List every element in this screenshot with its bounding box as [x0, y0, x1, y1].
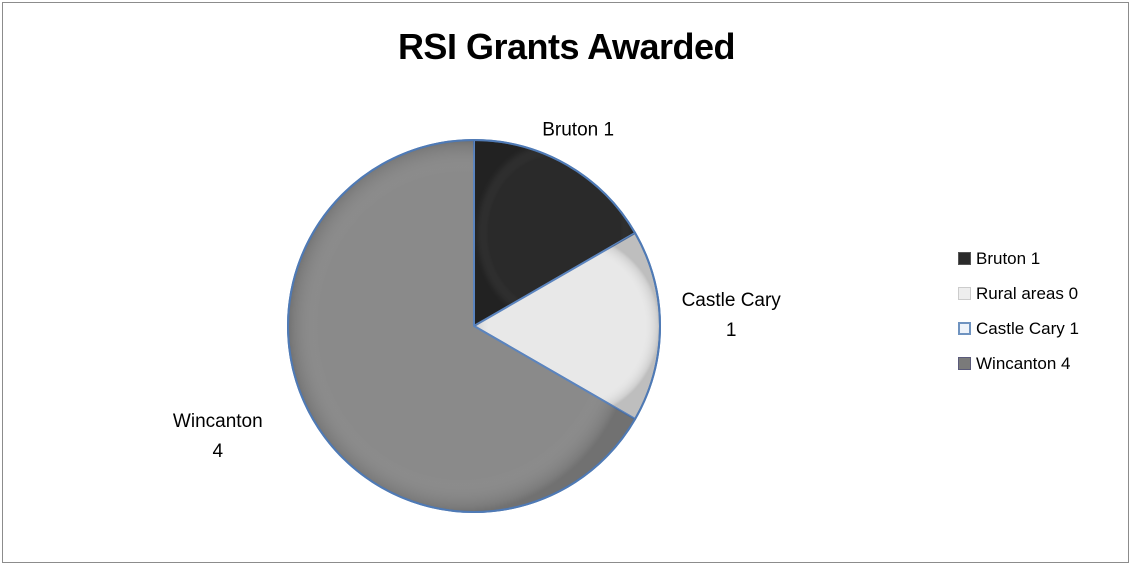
legend-item: Bruton 1 [958, 246, 1079, 271]
legend-swatch-wincanton [958, 357, 971, 370]
data-label-line: Wincanton [173, 411, 263, 432]
legend-item: Wincanton 4 [958, 351, 1079, 376]
chart-title: RSI Grants Awarded [397, 26, 736, 67]
legend-item: Rural areas 0 [958, 281, 1079, 306]
legend-label: Rural areas 0 [976, 283, 1079, 303]
data-label-line: 1 [726, 320, 737, 341]
data-label-line: Bruton 1 [542, 120, 614, 141]
legend-label: Castle Cary 1 [976, 318, 1079, 338]
legend: Bruton 1 Rural areas 0 Castle Cary 1 Win… [958, 246, 1079, 386]
data-label-line: 4 [213, 441, 224, 462]
legend-swatch-castle-cary [958, 322, 971, 335]
legend-label: Bruton 1 [976, 248, 1041, 268]
data-label-castle-cary-1: Castle Cary 1 [682, 290, 782, 341]
data-label-line: Castle Cary [682, 290, 782, 311]
legend-swatch-bruton [958, 252, 971, 265]
legend-label: Wincanton 4 [976, 353, 1071, 373]
pie-outline [287, 139, 661, 513]
legend-swatch-rural-areas [958, 287, 971, 300]
legend-item: Castle Cary 1 [958, 316, 1079, 341]
data-label-bruton-1: Bruton 1 [542, 120, 614, 141]
data-label-wincanton-4: Wincanton 4 [173, 411, 263, 462]
